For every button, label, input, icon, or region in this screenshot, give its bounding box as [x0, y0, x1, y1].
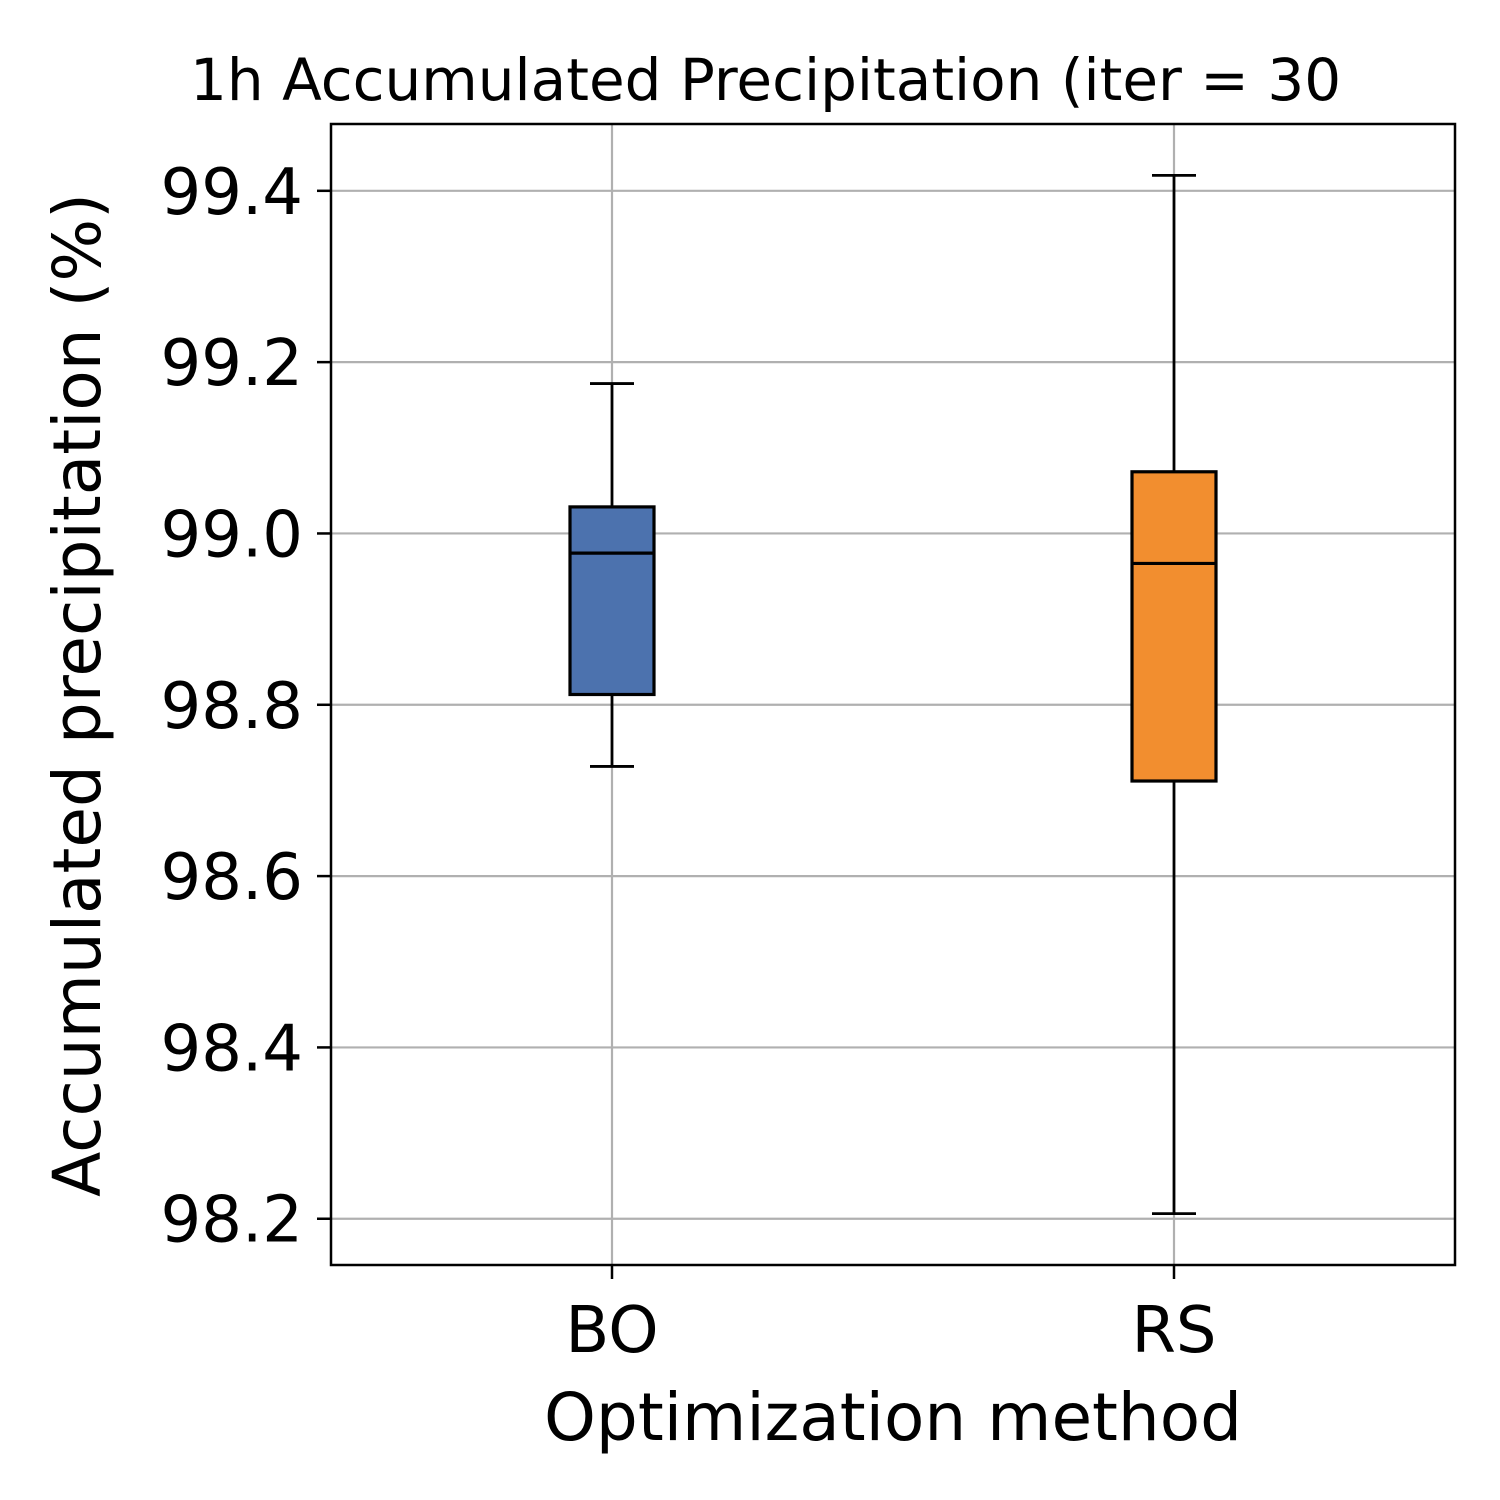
y-tick-label: 99.4 — [161, 156, 304, 230]
axis-ticks: 98.2 98.4 98.6 98.8 99.0 99.2 99.4 BO RS — [161, 156, 1217, 1368]
y-axis-label: Accumulated precipitation (%) — [39, 193, 116, 1197]
x-axis-label: Optimization method — [544, 1379, 1242, 1456]
box-bo — [568, 382, 656, 768]
y-tick-label: 98.4 — [161, 1012, 304, 1086]
y-tick-label: 98.2 — [161, 1184, 304, 1258]
y-tick-label: 99.0 — [161, 498, 304, 572]
x-tick-label: RS — [1131, 1294, 1216, 1368]
box-rs — [1130, 173, 1218, 1216]
box-layer — [568, 173, 1218, 1216]
y-tick-label: 98.8 — [161, 670, 304, 744]
iqr-box — [1130, 470, 1218, 783]
iqr-box — [568, 505, 656, 697]
grid-lines — [331, 124, 1455, 1265]
x-tick-label: BO — [565, 1294, 658, 1368]
plot-area-frame — [329, 122, 1457, 1267]
y-tick-label: 99.2 — [161, 327, 304, 401]
chart-title: 1h Accumulated Precipitation (iter = 30 — [190, 46, 1341, 114]
y-tick-label: 98.6 — [161, 841, 304, 915]
